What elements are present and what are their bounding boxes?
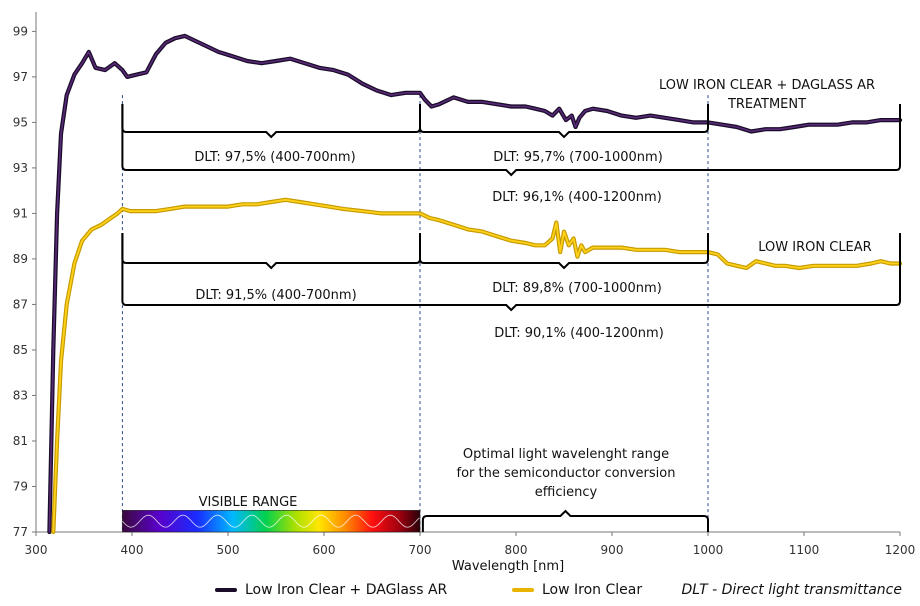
legend-label-ar: Low Iron Clear + DAGlass AR bbox=[245, 582, 448, 598]
dlt-brackets bbox=[121, 104, 901, 532]
y-tick-label: 83 bbox=[13, 388, 28, 402]
x-tick-label: 1200 bbox=[885, 543, 916, 557]
spectrum-gradient bbox=[122, 510, 421, 533]
series-line-clear bbox=[52, 198, 901, 533]
bracket-optimal-range bbox=[421, 509, 709, 532]
legend-label-clear: Low Iron Clear bbox=[542, 582, 643, 598]
bracket-clear-700-1000 bbox=[419, 233, 709, 270]
x-tick-label: 300 bbox=[25, 543, 48, 557]
annotation-dlt-clear-700-1000: DLT: 89,8% (700-1000nm) bbox=[492, 281, 662, 296]
axes: 77 79 81 83 85 87 89 91 93 95 97 99 300 400 500 600 700 8… bbox=[13, 12, 916, 574]
annotation-dlt-ar-700-1000: DLT: 95,7% (700-1000nm) bbox=[493, 150, 663, 165]
x-tick-label: 1000 bbox=[693, 543, 724, 557]
x-tick-label: 900 bbox=[601, 543, 624, 557]
spectrum-wave bbox=[122, 514, 420, 528]
y-tick-label: 79 bbox=[13, 479, 28, 493]
annotation-dlt-clear-400-700: DLT: 91,5% (400-700nm) bbox=[195, 288, 356, 303]
label-clear: LOW IRON CLEAR bbox=[758, 240, 871, 255]
legend-swatch-ar bbox=[215, 588, 237, 592]
y-tick-label: 99 bbox=[13, 24, 28, 38]
legend-note: DLT - Direct light transmittance bbox=[681, 582, 902, 598]
y-tick-label: 77 bbox=[13, 525, 28, 539]
legend-item-clear: Low Iron Clear bbox=[512, 582, 642, 598]
series-layer bbox=[47, 33, 903, 535]
series-ar bbox=[47, 33, 903, 535]
legend-swatch-clear bbox=[512, 588, 534, 592]
label-optimal-range-line1: Optimal light wavelenght range bbox=[463, 447, 669, 462]
x-tick-label: 700 bbox=[409, 543, 432, 557]
y-tick-label: 97 bbox=[13, 70, 28, 84]
y-tick-label: 89 bbox=[13, 252, 28, 266]
annotation-dlt-ar-400-1200: DLT: 96,1% (400-1200nm) bbox=[492, 190, 662, 205]
legend-item-ar: Low Iron Clear + DAGlass AR bbox=[215, 582, 447, 598]
annotation-dlt-ar-400-700: DLT: 97,5% (400-700nm) bbox=[194, 150, 355, 165]
label-optimal-range-line2: for the semiconductor conversion bbox=[457, 466, 676, 481]
y-tick-label: 93 bbox=[13, 161, 28, 175]
x-tick-label: 800 bbox=[505, 543, 528, 557]
series-line-ar bbox=[48, 35, 901, 533]
x-tick-label: 600 bbox=[313, 543, 336, 557]
bracket-ar-700-1000 bbox=[419, 104, 709, 139]
y-tick-label: 85 bbox=[13, 343, 28, 357]
x-tick-label: 400 bbox=[121, 543, 144, 557]
bracket-ar-400-1200 bbox=[121, 104, 901, 177]
x-tick-label: 1100 bbox=[789, 543, 820, 557]
annotation-dlt-clear-400-1200: DLT: 90,1% (400-1200nm) bbox=[494, 326, 664, 341]
label-optimal-range-line3: efficiency bbox=[535, 485, 598, 500]
y-tick-label: 81 bbox=[13, 434, 28, 448]
bracket-clear-400-1200 bbox=[121, 233, 901, 312]
label-ar-line1: LOW IRON CLEAR + DAGLASS AR bbox=[659, 78, 875, 93]
bracket-clear-400-700 bbox=[121, 233, 421, 270]
y-tick-label: 87 bbox=[13, 297, 28, 311]
annotations: DLT: 97,5% (400-700nm) DLT: 95,7% (700-10… bbox=[194, 78, 875, 510]
label-ar-line2: TREATMENT bbox=[727, 97, 806, 112]
bracket-ar-400-700 bbox=[121, 104, 421, 139]
series-clear bbox=[51, 197, 903, 535]
label-visible-range: VISIBLE RANGE bbox=[199, 495, 298, 510]
visible-spectrum-bar bbox=[122, 510, 421, 533]
y-tick-label: 95 bbox=[13, 115, 28, 129]
y-tick-label: 91 bbox=[13, 206, 28, 220]
x-tick-label: 500 bbox=[217, 543, 240, 557]
legend: Low Iron Clear + DAGlass AR Low Iron Cle… bbox=[0, 582, 920, 604]
x-axis-title: Wavelength [nm] bbox=[452, 559, 564, 574]
